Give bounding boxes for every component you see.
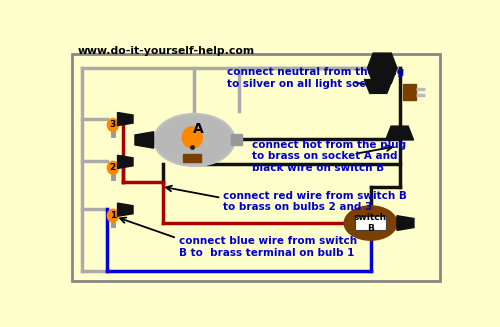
Circle shape xyxy=(154,113,235,166)
Circle shape xyxy=(344,206,397,240)
Ellipse shape xyxy=(108,161,118,174)
Ellipse shape xyxy=(108,209,118,222)
Text: connect red wire from switch B
to brass on bulbs 2 and 3: connect red wire from switch B to brass … xyxy=(224,191,407,213)
FancyBboxPatch shape xyxy=(402,84,416,100)
Text: 1: 1 xyxy=(110,211,116,220)
Ellipse shape xyxy=(108,118,118,131)
Polygon shape xyxy=(135,132,154,148)
Text: www.do-it-yourself-help.com: www.do-it-yourself-help.com xyxy=(78,45,255,56)
Text: connect hot from the plug
to brass on socket A and
black wire on switch B: connect hot from the plug to brass on so… xyxy=(252,140,406,173)
Polygon shape xyxy=(368,53,397,68)
FancyBboxPatch shape xyxy=(354,216,386,230)
Polygon shape xyxy=(364,79,392,94)
FancyBboxPatch shape xyxy=(184,154,201,162)
Text: 2: 2 xyxy=(110,163,116,172)
FancyBboxPatch shape xyxy=(231,134,242,146)
Text: connect neutral from the plug
to silver on all light sockets: connect neutral from the plug to silver … xyxy=(227,67,404,89)
Polygon shape xyxy=(118,155,133,168)
Text: switch
B: switch B xyxy=(354,213,387,233)
Text: A: A xyxy=(193,122,203,136)
Circle shape xyxy=(156,115,232,164)
Polygon shape xyxy=(386,126,413,140)
Ellipse shape xyxy=(182,127,203,148)
Text: connect blue wire from switch
B to  brass terminal on bulb 1: connect blue wire from switch B to brass… xyxy=(179,236,357,258)
Text: 3: 3 xyxy=(110,120,116,129)
Polygon shape xyxy=(368,68,397,83)
Polygon shape xyxy=(118,203,133,216)
Polygon shape xyxy=(118,112,133,126)
Polygon shape xyxy=(397,216,414,231)
